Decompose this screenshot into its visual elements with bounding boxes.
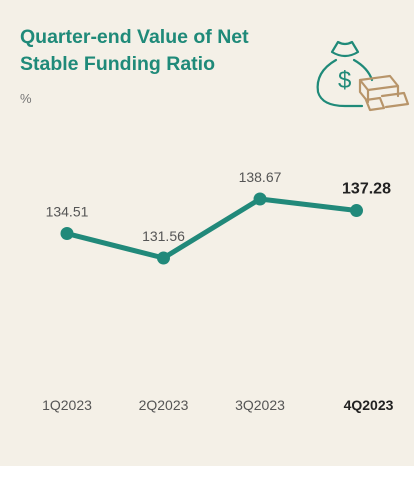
svg-text:$: $ bbox=[338, 67, 351, 94]
card: Quarter-end Value of Net Stable Funding … bbox=[0, 0, 414, 466]
data-label: 131.56 bbox=[142, 228, 185, 244]
line bbox=[66, 196, 357, 261]
data-label: 137.28 bbox=[342, 181, 391, 198]
data-label: 134.51 bbox=[46, 204, 89, 220]
x-tick-label: 2Q2023 bbox=[139, 397, 189, 413]
point bbox=[157, 251, 170, 265]
x-tick-label: 4Q2023 bbox=[344, 397, 394, 413]
point bbox=[60, 227, 74, 241]
data-label: 138.67 bbox=[239, 169, 282, 185]
point bbox=[253, 192, 267, 206]
money-icon: $ bbox=[316, 40, 410, 112]
x-tick-label: 3Q2023 bbox=[235, 397, 285, 413]
chart: $ 1Q2023 2Q2023 3Q2023 4Q2023 134.51 131.56 13… bbox=[42, 40, 410, 413]
x-tick-label: 1Q2023 bbox=[42, 397, 92, 413]
point bbox=[350, 204, 363, 218]
chart-title: Quarter-end Value of Net Stable Funding … bbox=[20, 26, 249, 75]
chart-subtitle: % bbox=[20, 91, 32, 106]
